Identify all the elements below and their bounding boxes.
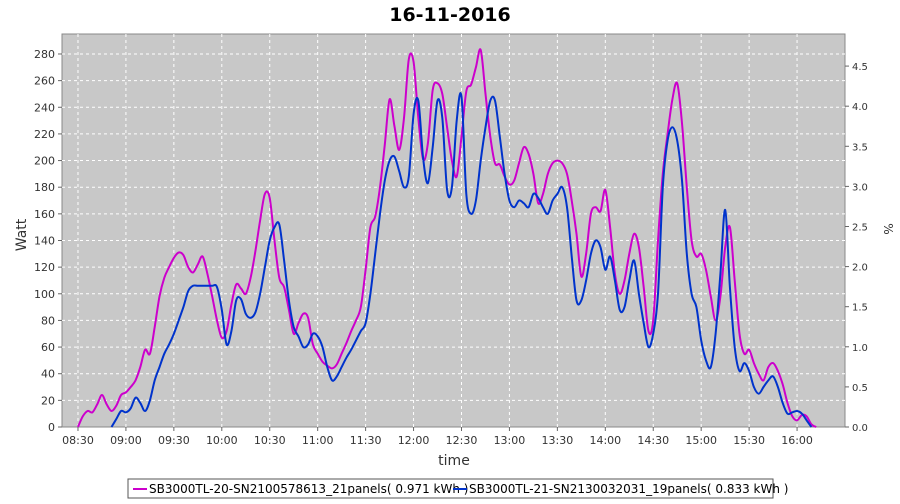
chart-title: 16-11-2016 [389,4,511,26]
x-tick-label: 11:30 [350,434,382,447]
y-tick-label: 180 [34,181,55,194]
x-axis-label: time [438,453,470,469]
y2-tick-label: 2.5 [852,222,868,233]
legend-box [127,478,774,499]
y2-tick-label: 4.0 [852,102,868,113]
y-tick-label: 280 [34,48,55,61]
x-tick-label: 08:30 [62,434,94,447]
y2-axis-label: % [881,223,895,234]
y-tick-label: 260 [34,75,55,88]
series-line-1 [77,48,817,428]
y-tick-label: 160 [34,208,55,221]
y-tick-label: 220 [34,128,55,141]
x-tick-label: 12:00 [398,434,430,447]
y-axis-label: Watt [14,218,30,251]
x-tick-label: 16:00 [781,434,813,447]
x-tick-label: 09:00 [110,434,142,447]
y2-tick-label: 1.5 [852,303,868,314]
x-tick-label: 11:00 [302,434,334,447]
x-tick-label: 12:30 [446,434,478,447]
y-tick-label: 140 [34,234,55,247]
legend-entry-series-1: SB3000TL-20-SN2100578613_21panels( 0.971… [149,482,468,496]
y-tick-label: 40 [41,368,55,381]
y-tick-label: 200 [34,155,55,168]
y2-tick-label: 0.5 [852,383,868,394]
y2-tick-label: 1.0 [852,343,868,354]
y-tick-label: 80 [41,314,55,327]
y2-tick-label: 4.5 [852,62,868,73]
x-tick-label: 13:30 [542,434,574,447]
x-tick-label: 13:00 [494,434,526,447]
x-tick-label: 10:00 [206,434,238,447]
axes: 0 20 40 60 80 100 120 140 160 180 200 220 240 260 280 0… [34,48,868,447]
grid-lines [62,34,845,427]
x-tick-label: 15:30 [733,434,765,447]
legend-entry-series-2: SB3000TL-21-SN2130032031_19panels( 0.833… [469,482,788,496]
x-tick-label: 10:30 [254,434,286,447]
x-tick-label: 14:30 [637,434,669,447]
legend: SB3000TL-20-SN2100578613_21panels( 0.971… [127,478,788,499]
series-line-2 [110,92,813,428]
x-tick-label: 09:30 [158,434,190,447]
y2-tick-label: 0.0 [852,423,868,434]
y-tick-label: 120 [34,261,55,274]
y-tick-label: 20 [41,394,55,407]
x-tick-label: 15:00 [685,434,717,447]
series-layer [77,48,817,428]
plot-area [61,33,846,428]
y-tick-label: 0 [48,421,55,434]
y2-tick-label: 2.0 [852,263,868,274]
y2-tick-label: 3.0 [852,182,868,193]
y-tick-label: 100 [34,288,55,301]
x-tick-label: 14:00 [589,434,621,447]
y-tick-label: 240 [34,101,55,114]
y-tick-label: 60 [41,341,55,354]
y2-tick-label: 3.5 [852,142,868,153]
